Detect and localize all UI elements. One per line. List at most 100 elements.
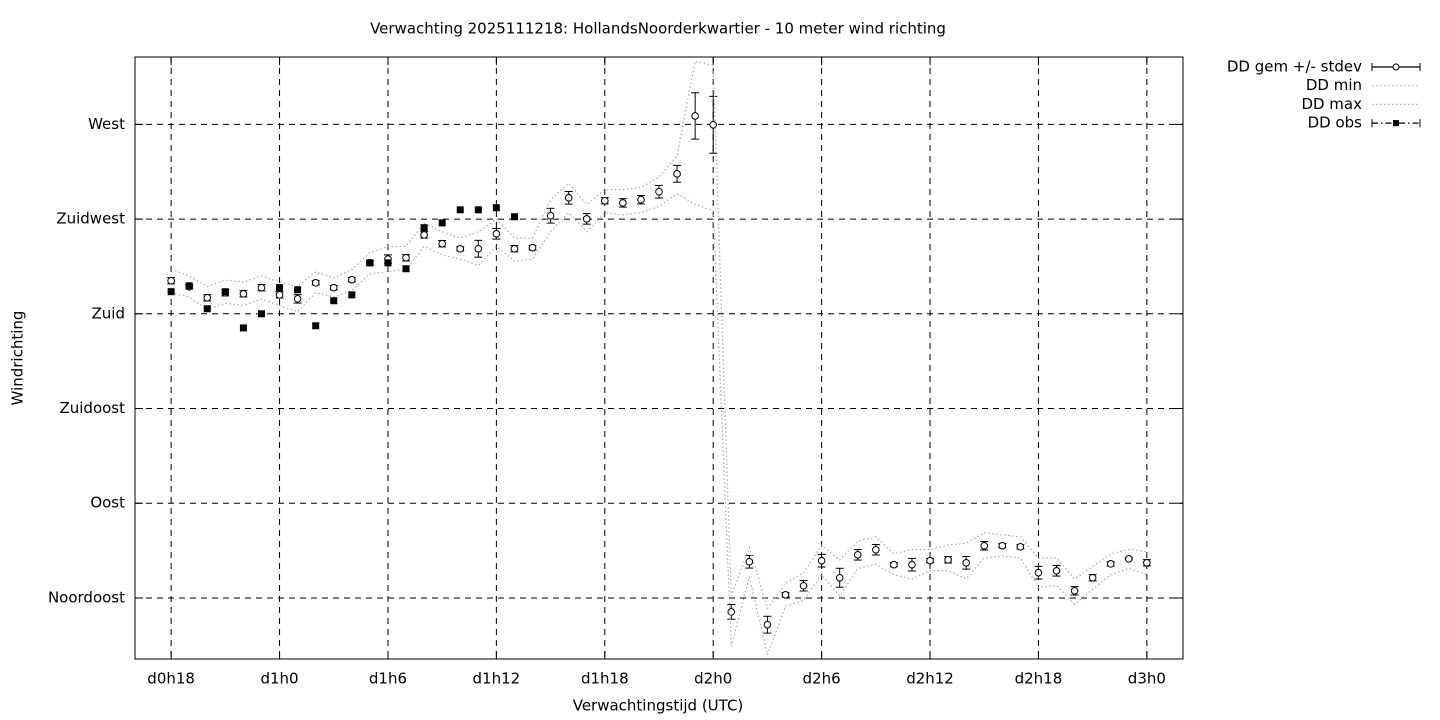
point bbox=[311, 279, 320, 287]
y-tick-label: Zuidoost bbox=[59, 399, 125, 417]
point bbox=[926, 556, 934, 565]
point bbox=[655, 187, 663, 196]
point bbox=[348, 275, 356, 284]
point bbox=[402, 254, 410, 262]
point bbox=[745, 557, 754, 566]
point bbox=[329, 283, 338, 292]
x-tick-label: d2h6 bbox=[803, 670, 841, 688]
point bbox=[221, 288, 229, 296]
point bbox=[239, 290, 248, 298]
point bbox=[492, 204, 500, 212]
point bbox=[853, 551, 862, 559]
point bbox=[998, 541, 1007, 550]
point bbox=[167, 276, 175, 285]
point bbox=[1106, 560, 1115, 568]
point bbox=[835, 573, 844, 582]
y-axis-label: Windrichting bbox=[9, 311, 27, 406]
point bbox=[1052, 567, 1061, 575]
point bbox=[239, 324, 247, 332]
point bbox=[908, 560, 916, 569]
point bbox=[619, 199, 627, 207]
point bbox=[185, 282, 193, 290]
point bbox=[1034, 568, 1043, 577]
legend-swatch bbox=[1392, 63, 1400, 71]
point bbox=[420, 231, 428, 239]
point bbox=[673, 170, 681, 178]
x-tick-label: d1h0 bbox=[260, 670, 298, 688]
point bbox=[384, 259, 392, 267]
point bbox=[420, 224, 428, 232]
point bbox=[962, 559, 970, 567]
point bbox=[600, 196, 609, 205]
point bbox=[1070, 587, 1079, 595]
y-tick-label: Zuidwest bbox=[56, 210, 125, 228]
x-tick-label: d3h0 bbox=[1128, 670, 1166, 688]
point bbox=[167, 288, 175, 296]
point bbox=[564, 194, 573, 202]
point bbox=[257, 310, 265, 318]
chart-title: Verwachting 2025111218: HollandsNoorderk… bbox=[370, 20, 946, 38]
point bbox=[510, 244, 519, 253]
point bbox=[709, 120, 718, 129]
point bbox=[492, 230, 501, 238]
series-line bbox=[170, 193, 1148, 657]
point bbox=[546, 211, 555, 220]
point bbox=[872, 545, 880, 554]
y-tick-label: Zuid bbox=[92, 304, 125, 322]
legend-label: DD obs bbox=[1308, 114, 1363, 132]
y-tick-label: Oost bbox=[90, 494, 125, 512]
point bbox=[348, 291, 356, 299]
point bbox=[1143, 559, 1151, 567]
point bbox=[1016, 543, 1025, 551]
series-line bbox=[170, 60, 1147, 610]
point bbox=[257, 283, 266, 292]
x-tick-label: d0h18 bbox=[147, 670, 195, 688]
point bbox=[799, 581, 808, 590]
point bbox=[980, 541, 989, 550]
point bbox=[727, 608, 736, 616]
legend-label: DD gem +/- stdev bbox=[1227, 58, 1362, 76]
point bbox=[781, 591, 790, 599]
point bbox=[456, 206, 464, 214]
x-axis-label: Verwachtingstijd (UTC) bbox=[573, 697, 744, 715]
point bbox=[1088, 573, 1097, 582]
x-tick-label: d2h0 bbox=[694, 670, 732, 688]
x-tick-label: d1h6 bbox=[369, 670, 407, 688]
x-tick-label: d1h18 bbox=[581, 670, 629, 688]
x-tick-label: d2h18 bbox=[1015, 670, 1063, 688]
y-tick-label: West bbox=[88, 115, 125, 133]
legend-swatch bbox=[1393, 120, 1399, 127]
point bbox=[203, 294, 212, 302]
point bbox=[275, 291, 284, 299]
legend-label: DD max bbox=[1301, 95, 1362, 113]
point bbox=[1124, 555, 1133, 563]
x-tick-label: d1h12 bbox=[473, 670, 521, 688]
y-tick-label: Noordoost bbox=[48, 588, 125, 606]
point bbox=[691, 112, 699, 120]
point bbox=[294, 286, 302, 294]
point bbox=[330, 297, 338, 305]
legend-label: DD min bbox=[1306, 76, 1362, 94]
plot-frame bbox=[134, 56, 1184, 660]
point bbox=[402, 265, 410, 273]
point bbox=[510, 213, 518, 221]
point bbox=[312, 322, 320, 330]
point bbox=[456, 244, 465, 253]
point bbox=[890, 560, 898, 569]
point bbox=[817, 556, 826, 565]
point bbox=[438, 239, 446, 248]
point bbox=[276, 284, 284, 292]
point bbox=[637, 195, 645, 204]
x-tick-label: d2h12 bbox=[906, 670, 954, 688]
point bbox=[366, 259, 374, 267]
point bbox=[293, 295, 302, 303]
point bbox=[763, 620, 772, 629]
point bbox=[474, 206, 482, 214]
point bbox=[528, 243, 537, 252]
point bbox=[203, 305, 211, 313]
point bbox=[438, 219, 446, 227]
point bbox=[944, 556, 952, 564]
